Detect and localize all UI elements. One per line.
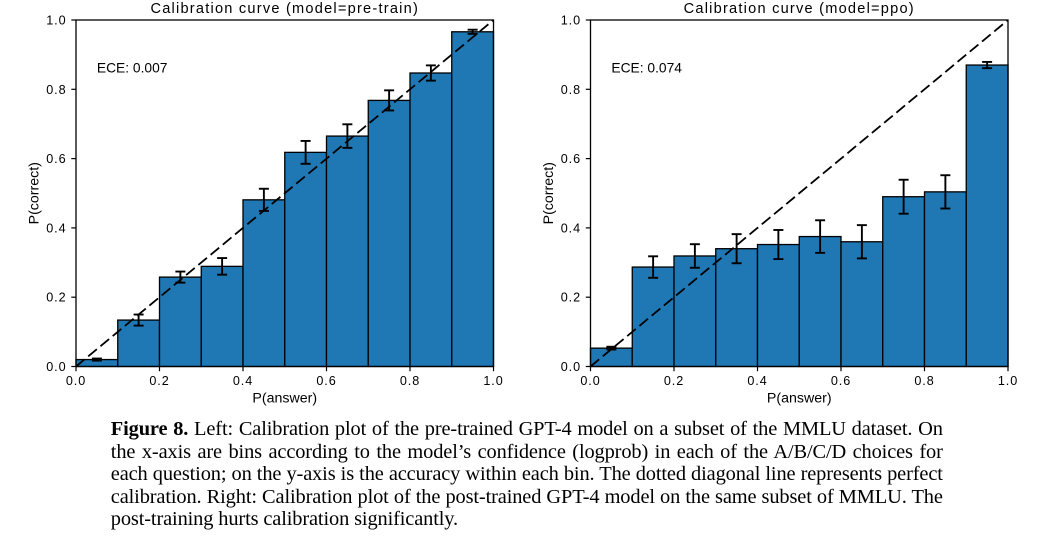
svg-text:0.0: 0.0 bbox=[580, 374, 600, 388]
svg-text:0.6: 0.6 bbox=[561, 152, 581, 166]
svg-text:0.2: 0.2 bbox=[664, 374, 684, 388]
svg-text:0.8: 0.8 bbox=[400, 374, 420, 388]
svg-text:0.2: 0.2 bbox=[149, 374, 169, 388]
svg-text:P(correct): P(correct) bbox=[27, 162, 43, 224]
svg-text:1.0: 1.0 bbox=[998, 374, 1018, 388]
svg-text:P(correct): P(correct) bbox=[541, 162, 557, 224]
svg-text:0.4: 0.4 bbox=[46, 221, 66, 235]
svg-text:Calibration curve (model=pre-t: Calibration curve (model=pre-train) bbox=[150, 1, 419, 17]
svg-text:0.2: 0.2 bbox=[561, 291, 581, 305]
svg-text:0.8: 0.8 bbox=[561, 83, 581, 97]
svg-text:1.0: 1.0 bbox=[483, 374, 503, 388]
svg-text:0.8: 0.8 bbox=[914, 374, 934, 388]
svg-text:0.8: 0.8 bbox=[46, 83, 66, 97]
svg-text:0.0: 0.0 bbox=[46, 360, 66, 374]
svg-text:ECE: 0.074: ECE: 0.074 bbox=[611, 61, 682, 76]
svg-text:1.0: 1.0 bbox=[561, 14, 581, 28]
svg-text:0.2: 0.2 bbox=[46, 291, 66, 305]
svg-text:0.4: 0.4 bbox=[561, 221, 581, 235]
svg-text:ECE: 0.007: ECE: 0.007 bbox=[97, 61, 168, 76]
svg-text:0.0: 0.0 bbox=[561, 360, 581, 374]
svg-text:0.6: 0.6 bbox=[831, 374, 851, 388]
svg-text:Calibration curve (model=ppo): Calibration curve (model=ppo) bbox=[684, 1, 915, 17]
svg-text:P(answer): P(answer) bbox=[767, 390, 832, 406]
svg-text:0.4: 0.4 bbox=[747, 374, 767, 388]
svg-text:0.6: 0.6 bbox=[316, 374, 336, 388]
svg-text:0.4: 0.4 bbox=[233, 374, 253, 388]
svg-text:0.0: 0.0 bbox=[66, 374, 86, 388]
svg-text:1.0: 1.0 bbox=[46, 14, 66, 28]
svg-text:0.6: 0.6 bbox=[46, 152, 66, 166]
svg-text:P(answer): P(answer) bbox=[252, 390, 317, 406]
